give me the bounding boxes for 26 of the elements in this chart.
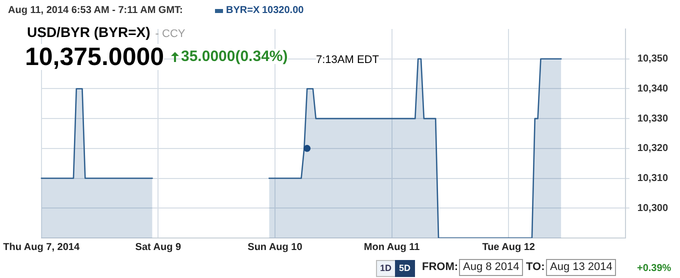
chart-title: USD/BYR (BYR=X) bbox=[27, 24, 150, 40]
y-tick-label: 10,320 bbox=[637, 143, 668, 154]
text: Aug 13 2014 bbox=[546, 259, 616, 276]
annotation: 35.0000(0.34%) bbox=[181, 48, 288, 65]
y-tick-label: 10,330 bbox=[637, 113, 668, 124]
text: +0.39% bbox=[637, 261, 672, 276]
annotation: 7:13AM EDT bbox=[316, 53, 379, 68]
text: Aug 8 2014 bbox=[459, 259, 524, 276]
text: 10320.00 bbox=[262, 3, 304, 18]
x-tick-label: Tue Aug 12 bbox=[482, 242, 536, 253]
x-tick-label: Sat Aug 9 bbox=[135, 242, 182, 253]
text: 1D bbox=[376, 260, 396, 277]
y-tick-label: 10,300 bbox=[637, 202, 668, 214]
chart-subtitle: - CCY bbox=[155, 28, 186, 40]
annotation: 10,375.0000 bbox=[25, 43, 164, 71]
y-tick-label: 10,310 bbox=[637, 173, 668, 184]
x-tick-label: Thu Aug 7, 2014 bbox=[3, 242, 80, 253]
text: FROM: bbox=[422, 260, 458, 275]
y-tick-label: 10,350 bbox=[637, 54, 668, 65]
x-tick-label: Sun Aug 10 bbox=[248, 242, 303, 253]
x-tick-label: Mon Aug 11 bbox=[364, 242, 420, 253]
legend-label: BYR=X bbox=[226, 4, 260, 18]
text: 5D bbox=[395, 260, 415, 277]
text: TO: bbox=[526, 260, 545, 275]
text: Aug 11, 2014 6:53 AM - 7:11 AM GMT: bbox=[8, 3, 183, 18]
y-tick-label: 10,340 bbox=[637, 83, 668, 94]
